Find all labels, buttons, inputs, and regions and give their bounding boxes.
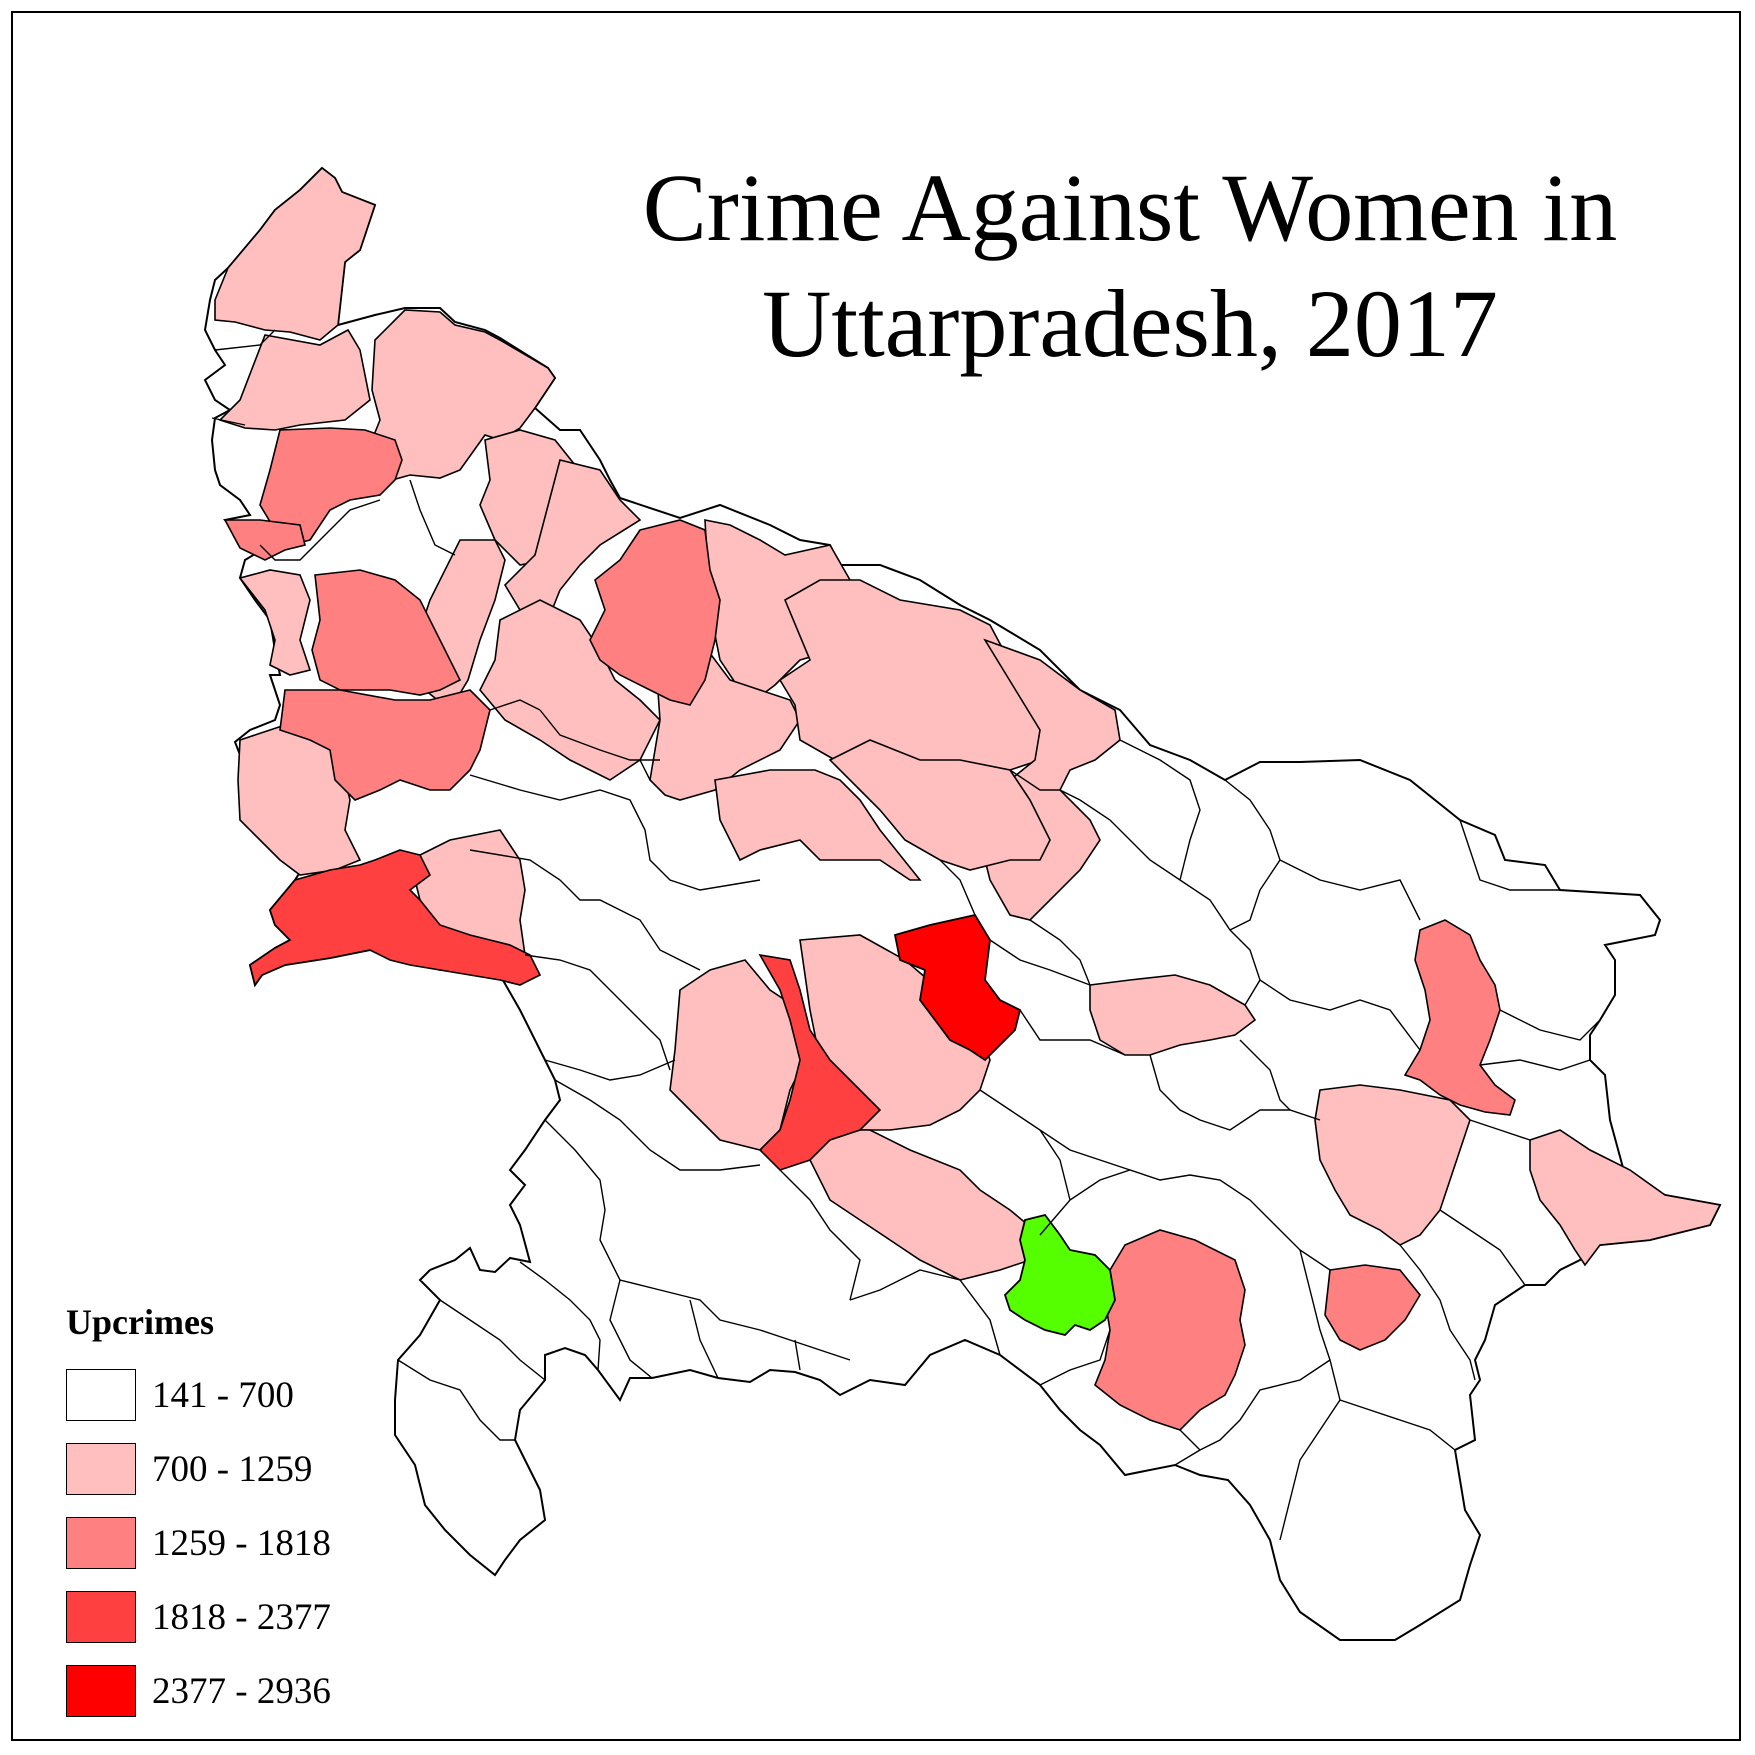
legend-swatch — [66, 1665, 136, 1717]
district — [809, 1129, 1041, 1281]
map-title-line-2: Uttarpradesh, 2017 — [762, 270, 1498, 377]
legend-item: 1818 - 2377 — [66, 1580, 331, 1654]
legend-item: 700 - 1259 — [66, 1432, 331, 1506]
legend-label: 1818 - 2377 — [152, 1596, 331, 1638]
map-title: Crime Against Women in Uttarpradesh, 201… — [560, 150, 1700, 382]
district — [223, 519, 306, 561]
legend-label: 141 - 700 — [152, 1374, 294, 1416]
district — [1089, 974, 1257, 1056]
district — [758, 953, 882, 1171]
legend-swatch — [66, 1591, 136, 1643]
district — [218, 328, 371, 431]
district — [828, 739, 1051, 871]
district — [311, 569, 462, 696]
class-700-1259-districts — [214, 166, 1722, 1281]
district — [669, 959, 811, 1151]
legend: Upcrimes 141 - 700 700 - 1259 1259 - 181… — [66, 1300, 331, 1728]
legend-swatch — [66, 1443, 136, 1495]
legend-label: 2377 - 2936 — [152, 1670, 331, 1712]
district — [214, 166, 376, 341]
district — [589, 519, 721, 706]
legend-title: Upcrimes — [66, 1302, 214, 1342]
district — [1529, 1129, 1722, 1267]
district — [1324, 1264, 1421, 1351]
highlighted-district — [1003, 1213, 1116, 1336]
district — [479, 599, 661, 781]
legend-item: 141 - 700 — [66, 1358, 331, 1432]
district — [259, 427, 403, 546]
district — [279, 689, 491, 801]
legend-swatch — [66, 1369, 136, 1421]
district — [238, 569, 312, 676]
district-boundaries — [211, 329, 1601, 1541]
class-1259-1818-districts — [223, 427, 1516, 1431]
district — [249, 849, 542, 987]
map-title-line-1: Crime Against Women in — [642, 154, 1618, 261]
district — [503, 459, 642, 616]
legend-item: 1259 - 1818 — [66, 1506, 331, 1580]
legend-item: 2377 - 2936 — [66, 1654, 331, 1728]
district — [1403, 919, 1516, 1116]
class-2377-2936-districts — [893, 913, 1022, 1062]
district — [893, 913, 1022, 1062]
legend-swatch — [66, 1517, 136, 1569]
class-1818-2377-districts — [249, 849, 882, 1171]
district — [714, 769, 922, 881]
district — [1314, 1084, 1471, 1246]
legend-label: 1259 - 1818 — [152, 1522, 331, 1564]
legend-label: 700 - 1259 — [152, 1448, 313, 1490]
